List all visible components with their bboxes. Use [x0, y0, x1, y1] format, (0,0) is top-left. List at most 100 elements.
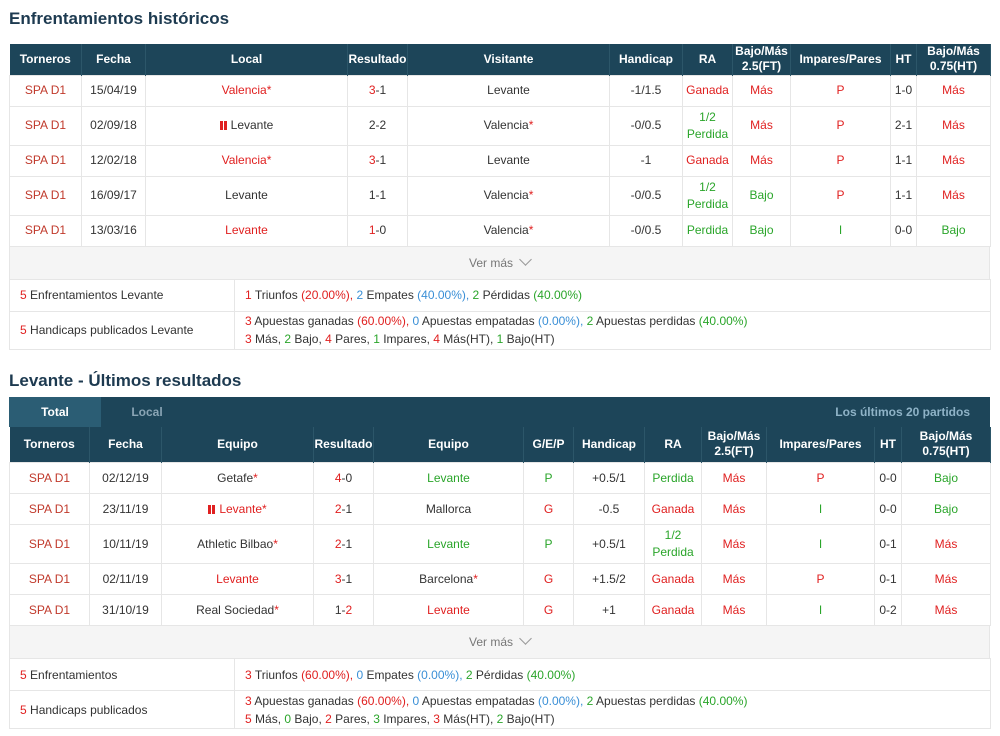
recent-ver-mas-button[interactable]: Ver más [9, 626, 990, 658]
ht-over-under-cell: Bajo [901, 493, 991, 525]
league-cell[interactable]: SPA D1 [9, 493, 90, 525]
column-header: Torneros [9, 44, 82, 75]
team-name[interactable]: Levante [427, 536, 470, 551]
ra-cell: 1/2 Perdida [644, 524, 702, 564]
team-name[interactable]: Levante [487, 83, 530, 97]
ra-value: Ganada [686, 83, 729, 97]
team-cell[interactable]: Valencia* [407, 105, 610, 146]
recent-table: Torneros Fecha Equipo Resultado Equipo G/E/P H… [9, 426, 991, 626]
team-name[interactable]: Real Sociedad [196, 602, 275, 617]
date-cell: 16/09/17 [81, 175, 146, 216]
team-name[interactable]: Levante [225, 188, 268, 202]
column-header: Impares/Pares [790, 44, 891, 75]
column-header: Handicap [573, 426, 645, 463]
team-cell[interactable]: Valencia* [407, 175, 610, 216]
team-cell[interactable]: Getafe* [161, 462, 314, 494]
team-name[interactable]: Valencia [221, 153, 267, 167]
team-name[interactable]: Valencia [483, 118, 529, 132]
team-cell[interactable]: Mallorca [373, 493, 524, 525]
ht-over-under-cell: Más [916, 74, 991, 107]
team-cell[interactable]: Levante [373, 524, 524, 564]
ra-value: Ganada [651, 602, 695, 617]
score-separator: - [375, 188, 380, 202]
ra-value: Ganada [651, 501, 695, 516]
team-name[interactable]: Valencia [483, 223, 529, 237]
star-marker: * [274, 602, 279, 617]
score-away: 1 [379, 188, 387, 202]
team-name[interactable]: Levante [427, 470, 470, 485]
score-home: 2 [334, 536, 342, 551]
score-cell[interactable]: 2-2 [347, 105, 408, 146]
team-name[interactable]: Mallorca [425, 501, 472, 516]
score-cell[interactable]: 1-2 [313, 594, 374, 626]
league-cell[interactable]: SPA D1 [9, 214, 82, 247]
team-cell[interactable]: Levante [145, 214, 348, 247]
team-cell[interactable]: Barcelona* [373, 563, 524, 595]
team-name[interactable]: Levante [427, 602, 470, 617]
last-20-matches-label[interactable]: Los últimos 20 partidos [835, 404, 970, 419]
score-cell[interactable]: 1-0 [347, 214, 408, 247]
score-separator: - [375, 153, 380, 167]
team-name[interactable]: Valencia [483, 188, 529, 202]
team-name[interactable]: Levante [225, 223, 268, 237]
h2h-table: Torneros Fecha Local Resultado Visitante Hand… [9, 44, 991, 247]
league-cell[interactable]: SPA D1 [9, 563, 90, 595]
team-cell[interactable]: Levante [373, 462, 524, 494]
ht-cell: 0-0 [890, 214, 917, 247]
league-cell[interactable]: SPA D1 [9, 105, 82, 146]
team-cell[interactable]: Levante* [161, 493, 314, 525]
handicap-cell: -0.5 [573, 493, 645, 525]
league-cell[interactable]: SPA D1 [9, 175, 82, 216]
team-cell[interactable]: Real Sociedad* [161, 594, 314, 626]
team-cell[interactable]: Valencia* [407, 214, 610, 247]
team-cell[interactable]: Levante [373, 594, 524, 626]
h2h-ver-mas-button[interactable]: Ver más [9, 246, 990, 279]
team-name[interactable]: Levante [230, 118, 274, 132]
team-name[interactable]: Getafe [217, 470, 254, 485]
tab-total[interactable]: Total [9, 396, 101, 427]
team-cell[interactable]: Valencia* [145, 144, 348, 177]
score-cell[interactable]: 2-1 [313, 493, 374, 525]
team-cell[interactable]: Levante [407, 144, 610, 177]
team-cell[interactable]: Levante [145, 105, 348, 146]
column-header: Torneros [9, 426, 90, 463]
league-cell[interactable]: SPA D1 [9, 524, 90, 564]
score-home: 3 [368, 83, 376, 97]
team-cell[interactable]: Levante [161, 563, 314, 595]
ht-cell: 0-0 [874, 493, 902, 525]
ht-over-under-cell: Más [916, 105, 991, 146]
team-name[interactable]: Levante [487, 153, 530, 167]
league-cell[interactable]: SPA D1 [9, 144, 82, 177]
team-cell[interactable]: Levante [145, 175, 348, 216]
result-cell: G [523, 563, 574, 595]
score-cell[interactable]: 1-1 [347, 175, 408, 216]
ht-over-under-cell: Más [901, 563, 991, 595]
team-name[interactable]: Valencia [221, 83, 267, 97]
score-cell[interactable]: 3-1 [347, 144, 408, 177]
tab-local[interactable]: Local [131, 404, 163, 419]
team-name[interactable]: Levante [216, 571, 259, 586]
score-cell[interactable]: 3-1 [347, 74, 408, 107]
column-header: Impares/Pares [766, 426, 875, 463]
ra-value-2: Perdida [686, 196, 729, 211]
team-name[interactable]: Levante [219, 501, 263, 516]
team-name[interactable]: Barcelona [419, 571, 474, 586]
ht-cell: 1-1 [890, 175, 917, 216]
column-header: Fecha [81, 44, 146, 75]
league-cell[interactable]: SPA D1 [9, 594, 90, 626]
over-under-cell: Más [701, 493, 767, 525]
odd-even-cell: I [790, 214, 891, 247]
team-cell[interactable]: Valencia* [145, 74, 348, 107]
h2h-title: Enfrentamientos históricos [9, 9, 230, 28]
table-row: SPA D1 02/09/18 Levante 2-2 Valencia* -0/0.5 1… [9, 105, 991, 146]
ht-over-under-cell: Más [901, 524, 991, 564]
team-name[interactable]: Athletic Bilbao [197, 536, 274, 551]
score-cell[interactable]: 2-1 [313, 524, 374, 564]
score-cell[interactable]: 3-1 [313, 563, 374, 595]
team-cell[interactable]: Athletic Bilbao* [161, 524, 314, 564]
over-under-cell: Bajo [732, 175, 791, 216]
score-cell[interactable]: 4-0 [313, 462, 374, 494]
team-cell[interactable]: Levante [407, 74, 610, 107]
league-cell[interactable]: SPA D1 [9, 74, 82, 107]
league-cell[interactable]: SPA D1 [9, 462, 90, 494]
